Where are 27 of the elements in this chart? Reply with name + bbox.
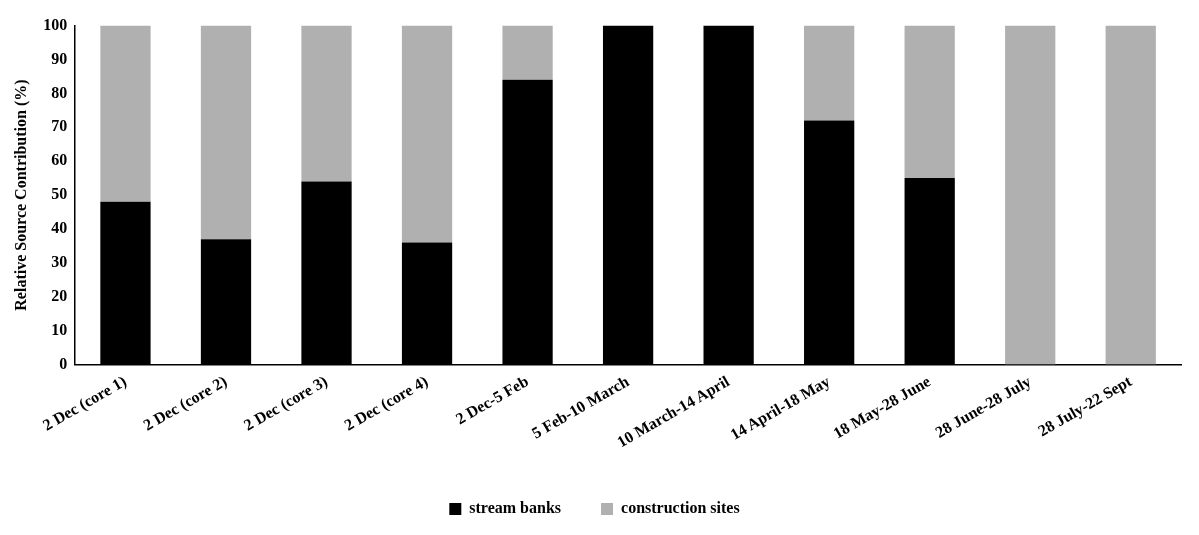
y-tick-label: 90 [51, 49, 68, 67]
bar [301, 25, 352, 182]
bar [100, 25, 151, 202]
bar [804, 25, 855, 121]
y-tick-label: 80 [51, 83, 68, 101]
bar [1005, 25, 1056, 365]
x-tick-label: 2 Dec (core 1) [39, 372, 130, 435]
bar [401, 25, 453, 243]
bar [502, 25, 553, 80]
y-tick-label: 0 [59, 354, 68, 372]
y-tick-label: 30 [51, 252, 68, 270]
y-tick-label: 20 [51, 286, 68, 304]
y-tick-label: 40 [51, 219, 68, 237]
legend-label: construction sites [621, 499, 740, 517]
bar [1105, 25, 1156, 365]
y-tick-label: 70 [51, 117, 68, 135]
bar [904, 25, 955, 179]
x-tick-label: 2 Dec (core 4) [341, 372, 432, 435]
y-tick-label: 60 [51, 151, 68, 169]
legend-label: stream banks [469, 499, 562, 517]
y-tick-label: 50 [51, 185, 68, 203]
x-tick-label: 2 Dec (core 3) [240, 372, 331, 435]
bar [200, 25, 252, 240]
y-tick-label: 10 [51, 320, 68, 338]
y-axis-title: Relative Source Contribution (%) [11, 79, 30, 311]
y-tick-label: 100 [43, 15, 68, 33]
x-tick-label: 2 Dec (core 2) [140, 372, 231, 435]
